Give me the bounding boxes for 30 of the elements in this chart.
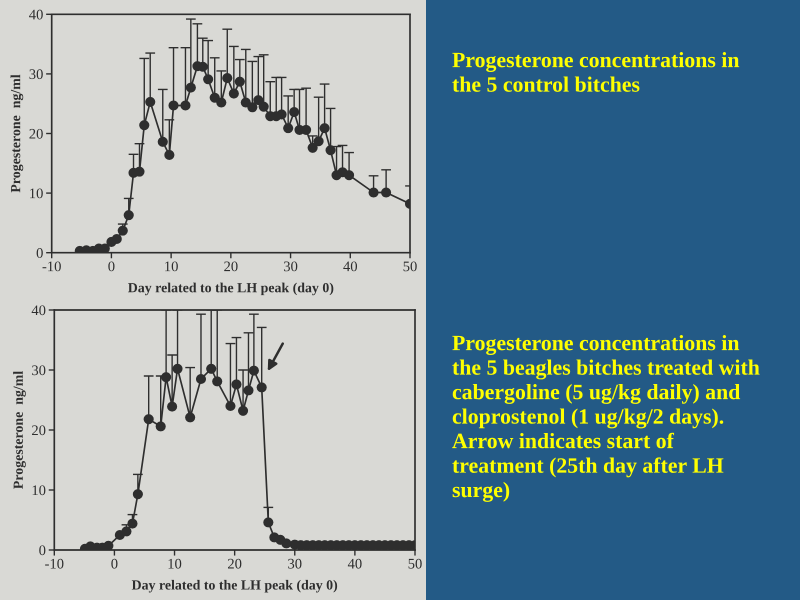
x-tick-label: 30 <box>284 261 298 272</box>
x-tick-label: 50 <box>404 261 417 272</box>
y-tick-label: 20 <box>29 128 43 139</box>
y-tick-label: 10 <box>32 485 46 496</box>
x-tick-label: -10 <box>42 261 61 272</box>
x-axis-title: Day related to the LH peak (day 0) <box>128 282 334 296</box>
y-tick-label: 0 <box>39 545 46 556</box>
x-tick-label: 50 <box>408 558 422 569</box>
x-tick-label: -10 <box>45 558 64 569</box>
x-tick-label: 40 <box>348 558 362 569</box>
y-tick-label: 40 <box>32 305 46 316</box>
x-tick-label: 30 <box>288 558 302 569</box>
x-tick-label: 0 <box>111 558 118 569</box>
y-tick-label: 0 <box>36 248 43 258</box>
y-tick-label: 20 <box>32 425 46 436</box>
y-axis-title: Progesterone ng/ml <box>13 371 26 489</box>
text: Progesterone concentrations in the 5 control bitches <box>452 52 740 92</box>
y-tick-label: 30 <box>32 365 46 376</box>
y-axis-title: Progesterone ng/ml <box>10 74 24 192</box>
x-tick-label: 40 <box>343 261 358 272</box>
x-tick-label: 0 <box>108 261 115 272</box>
text: Progesterone concentrations in the 5 beagles bitches treated with cabergoline (5 ug/kg daily) and cloprostenol (1 ug/kg/2 days). Arrow indicates start of treatment (25th day after LH surge) <box>452 335 760 502</box>
y-tick-label: 10 <box>30 188 43 198</box>
x-tick-label: 10 <box>165 261 178 272</box>
x-tick-label: 20 <box>228 558 242 569</box>
x-axis-title: Day related to the LH peak (day 0) <box>132 580 338 593</box>
x-tick-label: 10 <box>168 558 182 569</box>
y-tick-label: 40 <box>29 10 43 20</box>
x-tick-label: 20 <box>224 261 238 272</box>
y-tick-label: 30 <box>29 69 43 80</box>
